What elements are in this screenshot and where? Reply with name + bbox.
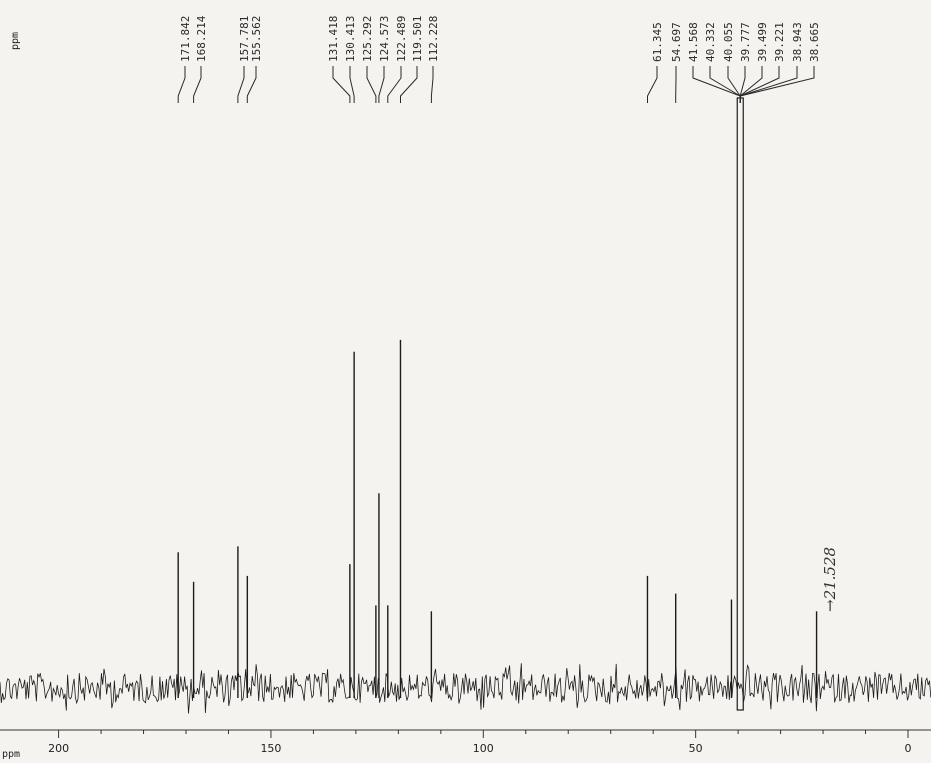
peak-label: 38.665	[808, 22, 821, 62]
peak-label: 131.418	[327, 16, 340, 62]
peak-label: 40.332	[704, 22, 717, 62]
peak-label-leader	[177, 66, 186, 103]
baseline-noise	[0, 663, 931, 714]
noise-trace	[0, 663, 931, 714]
handwritten-annotation: →21.528	[821, 547, 839, 612]
peak-label: 125.292	[361, 16, 374, 62]
x-tick-label: 0	[905, 742, 912, 755]
peak-label: 39.499	[756, 22, 769, 62]
peak-label-leader	[430, 66, 434, 103]
peak-label: 130.413	[344, 16, 357, 62]
peak-label-leader	[400, 66, 418, 103]
peak-label: 54.697	[670, 22, 683, 62]
peak-label-leader	[739, 66, 780, 103]
peak-labels: 171.842 168.214 157.781 155.562 131.418 130.4…	[177, 15, 821, 103]
peak-label: 61.345	[651, 22, 664, 62]
x-tick-label: 200	[48, 742, 69, 755]
y-axis-unit-label: ppm	[10, 32, 21, 50]
x-tick-label: 50	[689, 742, 703, 755]
peak-label-leader	[378, 66, 385, 103]
peak-label-leader	[739, 66, 815, 103]
peak-label: 155.562	[250, 16, 263, 62]
peak-label: 124.573	[378, 16, 391, 62]
peak-label-leader	[332, 66, 351, 103]
peak-label-leader	[647, 66, 658, 103]
peak-label-leader	[246, 66, 257, 103]
peak-label: 157.781	[238, 16, 251, 62]
peak-label-leader	[237, 66, 245, 103]
peaks	[177, 97, 818, 711]
peak-label: 119.501	[411, 16, 424, 62]
peak-label: 38.943	[791, 22, 804, 62]
peak-label-leader	[366, 66, 377, 103]
x-tick-label: 100	[473, 742, 494, 755]
peak-label: 40.055	[722, 22, 735, 62]
peak-label: 39.777	[739, 22, 752, 62]
peak-label: 39.221	[773, 22, 786, 62]
peak-label: 41.568	[687, 22, 700, 62]
x-tick-label: 150	[260, 742, 281, 755]
peak-label: 112.228	[427, 16, 440, 62]
x-axis-unit-label: ppm	[2, 749, 20, 760]
peak-solvent-dmso	[736, 97, 744, 711]
peak-label-leader	[193, 66, 202, 103]
x-axis: ppm 200 150 100 50 0	[0, 729, 931, 760]
annotation-21-528: →21.528	[821, 547, 839, 612]
peak-label-leader	[692, 66, 741, 103]
peak-label-leader	[709, 66, 741, 103]
peak-label: 122.489	[395, 16, 408, 62]
peak-label-leader	[349, 66, 355, 103]
peak-label: 171.842	[179, 16, 192, 62]
peak-label: 168.214	[195, 15, 208, 62]
peak-label-leader	[387, 66, 402, 103]
